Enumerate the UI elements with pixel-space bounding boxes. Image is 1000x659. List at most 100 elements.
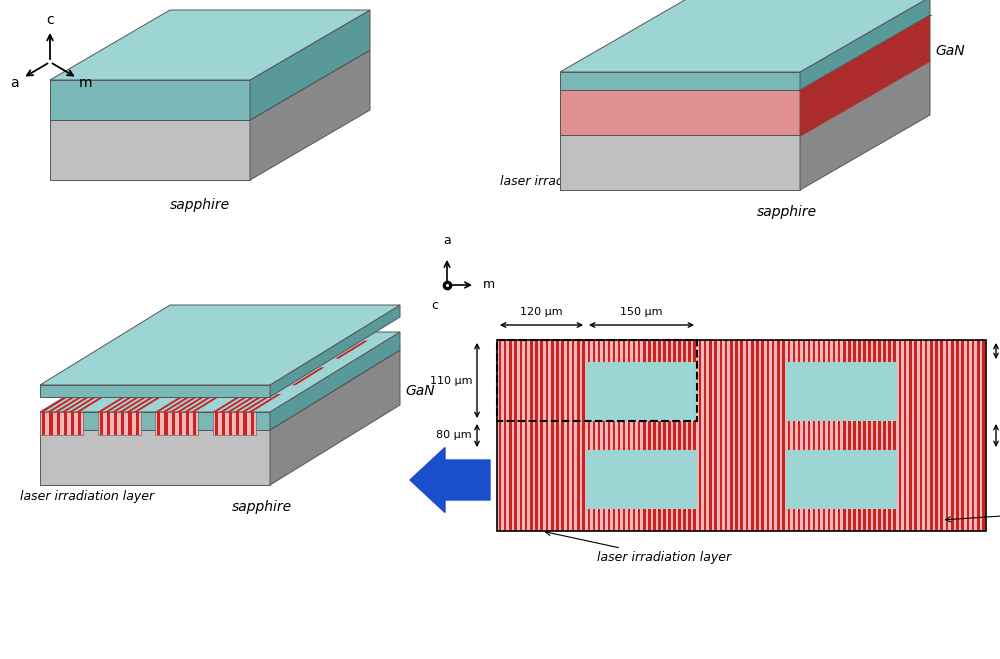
Bar xyxy=(818,509,820,531)
Polygon shape xyxy=(718,15,850,90)
Bar xyxy=(777,421,780,450)
Bar xyxy=(873,340,876,362)
Polygon shape xyxy=(601,15,734,90)
Polygon shape xyxy=(155,394,227,412)
Bar xyxy=(977,421,980,450)
Bar xyxy=(699,421,701,450)
Bar xyxy=(788,340,790,362)
Bar xyxy=(593,421,595,450)
Bar xyxy=(699,362,701,421)
Bar xyxy=(940,509,943,531)
Text: laser irradiation layer: laser irradiation layer xyxy=(545,530,731,564)
Polygon shape xyxy=(800,28,930,105)
Polygon shape xyxy=(98,367,131,386)
Polygon shape xyxy=(155,367,188,386)
Text: GaN: GaN xyxy=(234,65,264,79)
Bar xyxy=(972,362,974,421)
Bar xyxy=(683,421,686,450)
Bar xyxy=(793,421,795,450)
Bar xyxy=(572,362,574,421)
Polygon shape xyxy=(328,341,361,358)
Bar xyxy=(951,362,954,421)
Bar xyxy=(556,509,559,531)
Bar xyxy=(786,509,897,531)
Bar xyxy=(186,412,189,434)
Bar xyxy=(633,340,635,362)
Polygon shape xyxy=(793,15,926,90)
Bar xyxy=(643,509,646,531)
Bar xyxy=(873,509,876,531)
Text: c: c xyxy=(46,13,54,27)
Bar xyxy=(525,450,527,509)
Polygon shape xyxy=(155,394,188,412)
Polygon shape xyxy=(594,15,727,90)
Bar xyxy=(761,362,764,421)
Bar xyxy=(497,340,586,362)
Bar xyxy=(546,362,548,421)
Bar xyxy=(709,509,712,531)
Bar xyxy=(535,509,538,531)
Polygon shape xyxy=(574,15,706,90)
Bar xyxy=(904,421,906,450)
Bar xyxy=(967,509,969,531)
Bar xyxy=(577,421,580,450)
Bar xyxy=(838,509,840,531)
Bar xyxy=(946,509,948,531)
Bar xyxy=(683,509,686,531)
Polygon shape xyxy=(800,60,930,137)
Bar xyxy=(556,340,559,362)
Polygon shape xyxy=(54,394,87,412)
Bar xyxy=(561,362,564,421)
Polygon shape xyxy=(50,120,250,180)
Bar xyxy=(858,509,861,531)
Bar xyxy=(909,340,912,362)
Bar xyxy=(786,362,897,421)
Bar xyxy=(956,362,959,421)
Polygon shape xyxy=(220,367,253,386)
Bar xyxy=(833,421,835,450)
Bar xyxy=(709,421,712,450)
Bar xyxy=(504,450,506,509)
Bar xyxy=(688,340,691,362)
Bar xyxy=(725,509,727,531)
Bar xyxy=(551,450,554,509)
Polygon shape xyxy=(141,367,213,386)
Bar xyxy=(164,412,168,434)
Bar xyxy=(588,509,590,531)
FancyArrow shape xyxy=(410,447,490,513)
Bar xyxy=(930,509,933,531)
Bar xyxy=(899,421,901,450)
Polygon shape xyxy=(256,367,328,386)
Polygon shape xyxy=(690,15,823,90)
Bar xyxy=(863,340,866,362)
Text: sapphire: sapphire xyxy=(170,198,230,212)
Bar xyxy=(888,421,891,450)
Polygon shape xyxy=(278,341,310,358)
Bar xyxy=(967,450,969,509)
Bar xyxy=(818,421,820,450)
Bar xyxy=(688,421,691,450)
Bar xyxy=(653,421,656,450)
Bar xyxy=(546,450,548,509)
Bar xyxy=(697,340,786,362)
Bar xyxy=(951,450,954,509)
Polygon shape xyxy=(141,367,174,386)
Polygon shape xyxy=(134,341,167,358)
Polygon shape xyxy=(91,367,123,386)
Bar xyxy=(608,421,610,450)
Bar xyxy=(878,340,881,362)
Text: (b): (b) xyxy=(648,22,670,37)
Polygon shape xyxy=(148,341,181,358)
Polygon shape xyxy=(162,367,195,386)
Bar xyxy=(730,421,733,450)
Bar xyxy=(735,362,738,421)
Bar xyxy=(843,509,846,531)
Bar xyxy=(107,412,110,434)
Polygon shape xyxy=(299,341,372,358)
Bar xyxy=(956,421,959,450)
Bar xyxy=(925,340,927,362)
Bar xyxy=(977,340,980,362)
Bar xyxy=(179,412,182,434)
Bar xyxy=(961,421,964,450)
Polygon shape xyxy=(227,367,260,386)
